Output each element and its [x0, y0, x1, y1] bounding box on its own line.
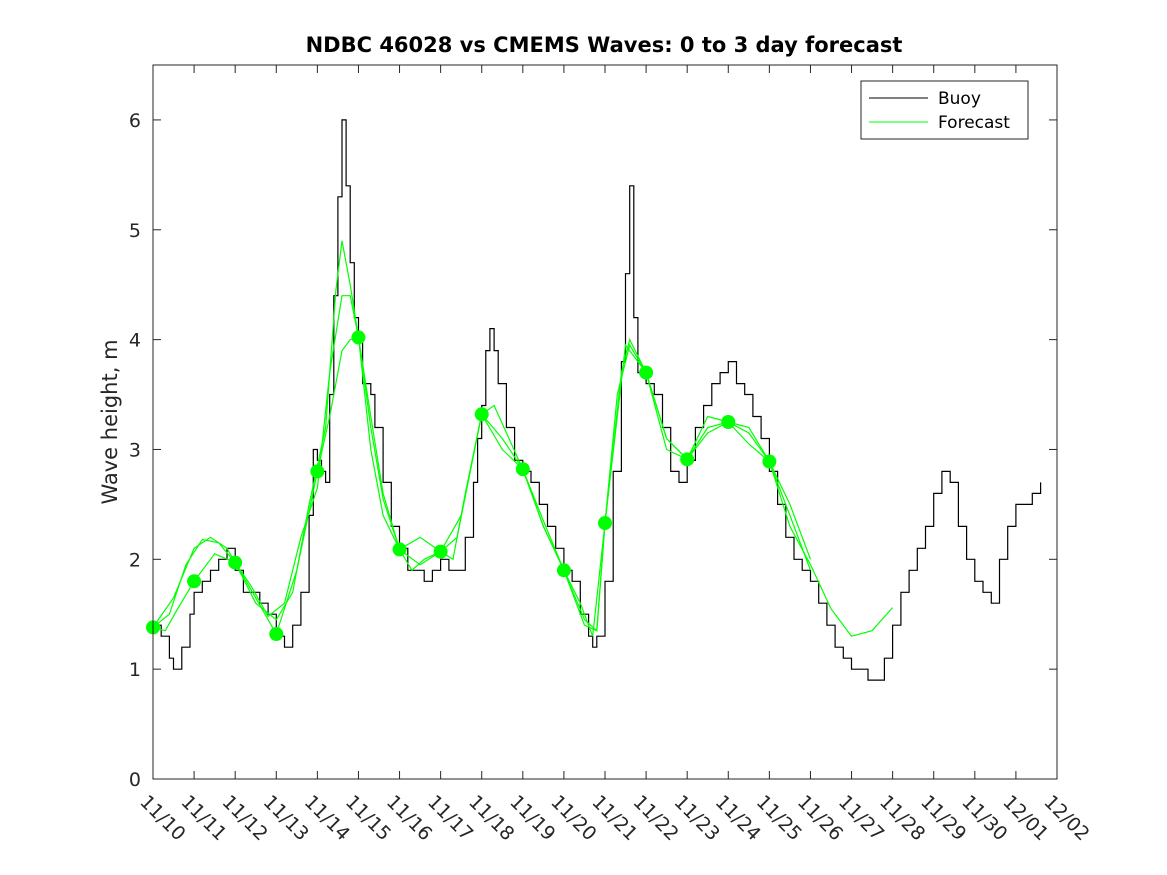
- legend-label-buoy: Buoy: [938, 89, 981, 109]
- y-tick-label: 5: [129, 220, 141, 242]
- forecast-start-marker: [639, 365, 654, 380]
- legend-box: [860, 80, 1029, 140]
- plot-area: [146, 119, 1042, 681]
- forecast-start-marker: [515, 462, 530, 477]
- buoy-series-line: [153, 119, 1042, 681]
- chart-title: NDBC 46028 vs CMEMS Waves: 0 to 3 day fo…: [306, 33, 903, 57]
- y-tick-label: 6: [129, 110, 141, 132]
- forecast-start-marker: [433, 544, 448, 559]
- y-tick-label: 1: [129, 659, 141, 681]
- y-tick-label: 4: [129, 330, 141, 352]
- legend-label-forecast: Forecast: [938, 113, 1010, 133]
- forecast-start-marker: [392, 542, 407, 557]
- forecast-start-marker: [556, 563, 571, 578]
- y-tick-label: 3: [129, 439, 141, 461]
- forecast-start-marker: [269, 627, 284, 642]
- forecast-start-marker: [228, 555, 243, 570]
- y-tick-label: 0: [129, 769, 141, 791]
- forecast-start-marker: [310, 464, 325, 479]
- forecast-series-line: [152, 240, 812, 637]
- forecast-start-marker: [351, 330, 366, 345]
- forecast-start-marker: [187, 574, 202, 589]
- y-axis: 0 1 2 3 4 5 6: [129, 110, 1057, 791]
- forecast-start-marker: [474, 407, 489, 422]
- forecast-start-marker: [762, 454, 777, 469]
- forecast-start-marker: [721, 415, 736, 429]
- y-axis-label: Wave height, m: [98, 339, 122, 504]
- forecast-start-marker: [680, 452, 695, 467]
- forecast-start-marker: [598, 516, 612, 531]
- y-tick-label: 2: [129, 549, 141, 571]
- legend: Buoy Forecast: [860, 80, 1029, 140]
